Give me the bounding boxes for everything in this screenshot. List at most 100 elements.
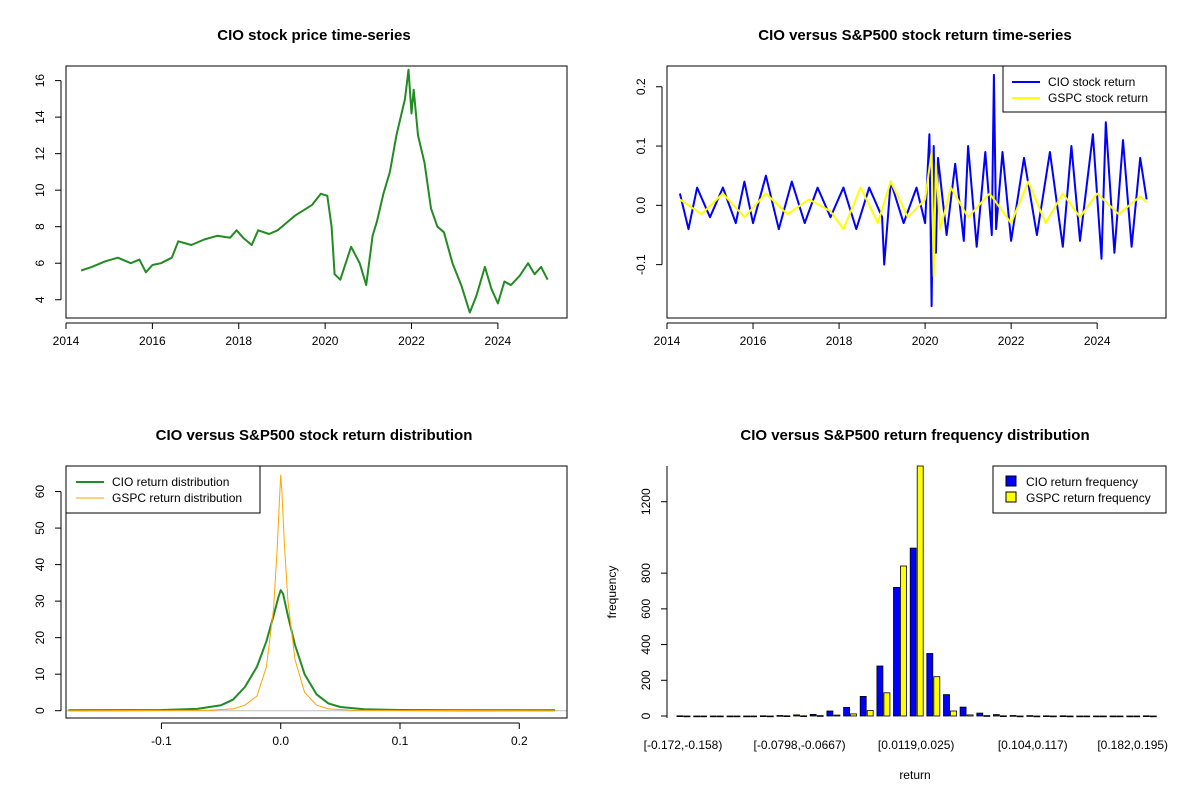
price-y-tick-label: 4 bbox=[33, 296, 47, 303]
density-series-0-line bbox=[68, 589, 556, 712]
density-y-tick-label: 30 bbox=[33, 594, 47, 608]
histogram-y-tick-label: 400 bbox=[639, 634, 653, 654]
histogram-bar-gspc bbox=[816, 715, 824, 717]
histogram-bar-cio bbox=[759, 715, 767, 717]
histogram-bar-gspc bbox=[700, 715, 708, 718]
histogram-bar-gspc bbox=[683, 715, 691, 718]
histogram-x-tick-label: [0.182,0.195) bbox=[1097, 738, 1168, 752]
price-y-tick-label: 8 bbox=[33, 223, 47, 230]
price-x-tick-label: 2020 bbox=[312, 334, 339, 348]
returns-y-tick-label: 0.1 bbox=[634, 137, 648, 154]
histogram-bar-gspc bbox=[1149, 715, 1157, 718]
price-x-tick-label: 2024 bbox=[485, 334, 512, 348]
legend-cio-frequency-label: CIO return frequency bbox=[1026, 475, 1138, 489]
histogram-chart-title: CIO versus S&P500 return frequency distr… bbox=[740, 427, 1089, 444]
histogram-bar-cio bbox=[1026, 715, 1034, 717]
histogram-bar-gspc bbox=[750, 715, 757, 718]
density-y-tick-label: 10 bbox=[33, 667, 47, 681]
returns-x-tick-label: 2020 bbox=[912, 334, 939, 348]
histogram-legend-box bbox=[992, 465, 1167, 514]
returns-x-tick-label: 2016 bbox=[740, 334, 767, 348]
price-x-tick-label: 2016 bbox=[139, 334, 166, 348]
histogram-bar-cio bbox=[1109, 715, 1117, 718]
histogram-bar-gspc bbox=[783, 715, 791, 717]
histogram-bar-gspc bbox=[966, 714, 974, 717]
histogram-bar-cio bbox=[1059, 715, 1067, 717]
histogram-bar-gspc bbox=[833, 714, 841, 717]
histogram-bar-cio bbox=[726, 715, 734, 718]
histogram-y-tick-label: 600 bbox=[639, 599, 653, 619]
returns-legend: CIO stock return GSPC stock return bbox=[1002, 65, 1167, 113]
price-plot-frame bbox=[65, 65, 568, 319]
histogram-bar-gspc bbox=[716, 715, 724, 718]
histogram-bar-cio bbox=[1009, 715, 1017, 717]
density-y-tick-label: 60 bbox=[33, 485, 47, 499]
legend-cio-frequency-swatch bbox=[1005, 475, 1017, 487]
histogram-bar-cio bbox=[709, 715, 717, 718]
returns-y-tick-label: 0.0 bbox=[634, 197, 648, 214]
price-x-tick-label: 2022 bbox=[398, 334, 425, 348]
histogram-bar-gspc bbox=[983, 715, 991, 717]
legend-gspc-return-label: GSPC stock return bbox=[1048, 91, 1148, 105]
density-x-tick-label: 0.0 bbox=[272, 734, 289, 748]
returns-plot-frame bbox=[666, 65, 1167, 319]
density-y-tick-label: 50 bbox=[33, 521, 47, 535]
histogram-x-tick-label: [-0.0798,-0.0667) bbox=[754, 738, 846, 752]
density-x-tick-label: -0.1 bbox=[151, 734, 172, 748]
histogram-bar-cio bbox=[809, 714, 817, 717]
legend-gspc-frequency-label: GSPC return frequency bbox=[1026, 491, 1151, 505]
histogram-x-tick-label: [-0.172,-0.158) bbox=[644, 738, 723, 752]
price-y-tick-label: 12 bbox=[33, 147, 47, 161]
returns-x-tick-label: 2014 bbox=[654, 334, 681, 348]
price-y-tick-label: 10 bbox=[33, 183, 47, 197]
histogram-bar-gspc bbox=[733, 715, 741, 718]
density-y-tick-label: 20 bbox=[33, 631, 47, 645]
returns-x-tick-label: 2022 bbox=[998, 334, 1025, 348]
histogram-bar-cio bbox=[993, 714, 1000, 717]
histogram-bar-gspc bbox=[1016, 715, 1024, 718]
histogram-bar-cio bbox=[1076, 715, 1084, 718]
histogram-bar-gspc bbox=[1000, 715, 1007, 717]
histogram-bar-gspc bbox=[1066, 715, 1074, 718]
histogram-legend: CIO return frequency GSPC return frequen… bbox=[992, 465, 1167, 514]
histogram-bar-cio bbox=[976, 712, 984, 717]
histogram-bar-cio bbox=[743, 715, 750, 718]
histogram-bar-gspc bbox=[916, 465, 924, 717]
density-legend-box bbox=[65, 465, 261, 514]
price-y-tick-label: 6 bbox=[33, 260, 47, 267]
histogram-x-tick-label: [0.0119,0.025) bbox=[878, 738, 955, 752]
returns-series-0-line bbox=[678, 73, 1148, 308]
histogram-bar-gspc bbox=[766, 715, 774, 718]
histogram-y-tick-label: 0 bbox=[639, 712, 653, 719]
histogram-bar-gspc bbox=[900, 565, 907, 717]
histogram-bar-gspc bbox=[1083, 715, 1091, 718]
returns-series-1-line bbox=[679, 151, 1148, 278]
histogram-bar-gspc bbox=[1133, 715, 1141, 718]
returns-x-tick-label: 2024 bbox=[1084, 334, 1111, 348]
histogram-bar-gspc bbox=[1116, 715, 1124, 718]
histogram-y-tick-label: 800 bbox=[639, 563, 653, 583]
legend-cio-distribution-label: CIO return distribution bbox=[112, 475, 229, 489]
histogram-bar-cio bbox=[926, 653, 934, 717]
returns-chart-title: CIO versus S&P500 stock return time-seri… bbox=[758, 27, 1071, 44]
price-y-tick-label: 14 bbox=[33, 110, 47, 124]
density-chart-title: CIO versus S&P500 stock return distribut… bbox=[156, 427, 473, 444]
histogram-bar-gspc bbox=[800, 715, 807, 717]
histogram-x-tick-label: [0.104,0.117) bbox=[998, 738, 1068, 752]
returns-x-tick-label: 2018 bbox=[826, 334, 853, 348]
price-series-0-line bbox=[80, 68, 549, 314]
legend-gspc-frequency-swatch bbox=[1005, 491, 1017, 503]
histogram-y-tick-label: 200 bbox=[639, 670, 653, 690]
price-y-tick-label: 16 bbox=[33, 74, 47, 88]
density-plot-frame bbox=[65, 465, 568, 719]
density-legend: CIO return distribution GSPC return dist… bbox=[65, 465, 261, 514]
histogram-y-axis-label: frequency bbox=[605, 566, 619, 619]
density-y-tick-label: 0 bbox=[33, 707, 47, 714]
histogram-bar-gspc bbox=[933, 676, 941, 717]
histogram-bar-cio bbox=[676, 715, 684, 717]
histogram-bar-cio bbox=[826, 710, 834, 717]
histogram-bar-cio bbox=[859, 696, 867, 717]
returns-legend-box bbox=[1002, 65, 1167, 113]
histogram-bar-gspc bbox=[1033, 715, 1041, 718]
